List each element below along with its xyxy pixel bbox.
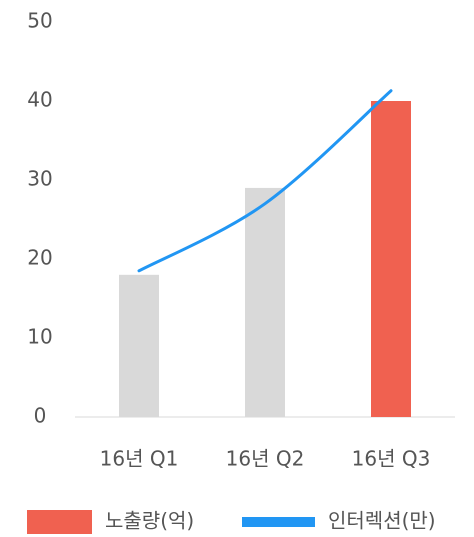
legend-label: 인터렉션(만) — [328, 509, 436, 533]
y-tick-label: 40 — [27, 88, 52, 112]
bar — [245, 187, 285, 417]
x-tick-label: 16년 Q3 — [352, 447, 431, 471]
y-tick-label: 50 — [27, 9, 52, 33]
y-tick-label: 0 — [34, 404, 47, 428]
legend-swatch — [27, 510, 92, 534]
y-tick-label: 20 — [27, 246, 52, 270]
bar — [371, 101, 411, 417]
legend-swatch — [242, 517, 315, 527]
line — [137, 89, 393, 273]
y-tick-label: 10 — [27, 325, 52, 349]
y-tick-label: 30 — [27, 167, 52, 191]
x-tick-label: 16년 Q1 — [100, 447, 179, 471]
bar — [119, 274, 159, 417]
legend-label: 노출량(억) — [105, 509, 194, 533]
x-tick-label: 16년 Q2 — [226, 447, 305, 471]
